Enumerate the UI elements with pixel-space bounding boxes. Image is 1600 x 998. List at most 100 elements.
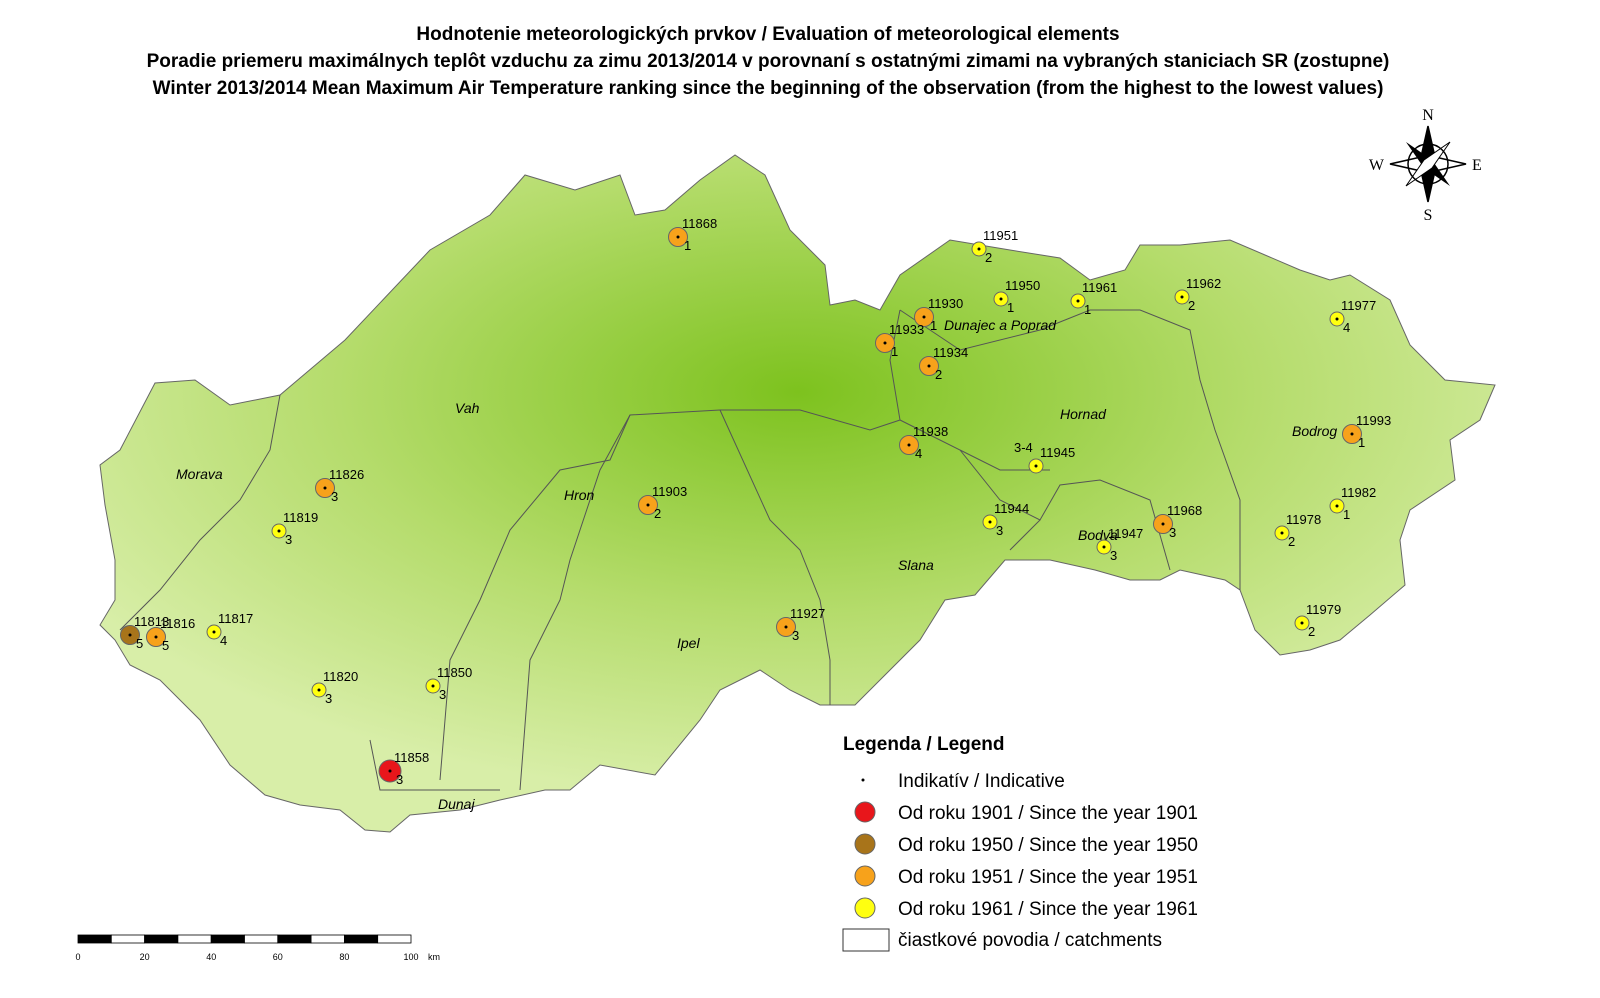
station-rank: 2	[1288, 534, 1295, 549]
indicative-dot	[323, 486, 327, 490]
scale-segment	[144, 934, 179, 944]
scale-segment	[343, 934, 379, 944]
scale-segment	[77, 934, 112, 944]
station-rank: 2	[1188, 298, 1195, 313]
indicative-dot	[212, 630, 216, 634]
indicative-dot	[784, 625, 788, 629]
legend-swatch	[854, 865, 876, 887]
station-id: 11968	[1167, 503, 1202, 518]
basin-label: Dunaj	[438, 796, 475, 812]
station-id: 11816	[160, 616, 195, 631]
basin-label: Hron	[564, 487, 595, 503]
station-id: 11947	[1108, 526, 1143, 541]
legend-dot	[861, 778, 865, 782]
legend-label: Od roku 1961 / Since the year 1961	[898, 899, 1198, 920]
scale-label: 100	[403, 952, 418, 962]
station-rank: 3	[439, 687, 446, 702]
legend-swatch	[854, 801, 876, 823]
scale-label: 0	[75, 952, 80, 962]
legend-catchment-swatch	[842, 928, 890, 952]
indicative-dot	[128, 633, 132, 637]
station-id: 11903	[652, 484, 687, 499]
country	[99, 154, 1496, 833]
station-rank: 2	[654, 506, 661, 521]
station-rank: 1	[930, 318, 937, 333]
station-rank: 3	[325, 691, 332, 706]
scale-segment	[277, 934, 312, 944]
station-rank: 3	[1169, 525, 1176, 540]
scale-segment	[110, 934, 146, 944]
basin-label: Bodva	[1078, 527, 1118, 543]
station-id: 11927	[790, 606, 825, 621]
station-id: 11826	[329, 467, 364, 482]
station-id: 11820	[323, 669, 358, 684]
basin-label: Morava	[176, 466, 223, 482]
station-id: 11993	[1356, 413, 1391, 428]
station-rank: 3	[1110, 548, 1117, 563]
legend-label: čiastkové povodia / catchments	[898, 930, 1162, 951]
legend-label: Od roku 1951 / Since the year 1951	[898, 867, 1198, 888]
station-rank: 4	[1343, 320, 1350, 335]
station-id: 11938	[913, 424, 948, 439]
indicative-dot	[907, 443, 911, 447]
basin-label: Vah	[455, 400, 480, 416]
station-id: 11979	[1306, 602, 1341, 617]
indicative-dot	[1350, 432, 1354, 436]
indicative-dot	[1180, 295, 1184, 299]
station-id: 11951	[983, 228, 1018, 243]
indicative-dot	[922, 315, 926, 319]
indicative-dot	[1034, 464, 1038, 468]
indicative-dot	[1161, 522, 1165, 526]
station-rank: 5	[162, 638, 169, 653]
scale-segment	[377, 934, 412, 944]
indicative-dot	[999, 297, 1003, 301]
station-id: 11817	[218, 611, 253, 626]
compass: N E S W	[1369, 107, 1482, 224]
station-rank: 1	[684, 238, 691, 253]
indicative-dot	[277, 529, 281, 533]
station-rank: 2	[985, 250, 992, 265]
scale-label: 80	[339, 952, 349, 962]
station-id: 11819	[283, 510, 318, 525]
station-id: 11945	[1040, 445, 1075, 460]
compass-letter: W	[1369, 157, 1385, 174]
station-rank: 1	[1343, 507, 1350, 522]
compass-ring	[1407, 143, 1449, 185]
scale-segment	[210, 934, 245, 944]
station-rank: 1	[1358, 435, 1365, 450]
indicative-dot	[1300, 621, 1304, 625]
scale-segment	[244, 934, 279, 944]
station-rank: 3	[331, 489, 338, 504]
compass-letter: E	[1472, 157, 1482, 174]
indicative-dot	[317, 688, 321, 692]
station-id: 11850	[437, 665, 472, 680]
indicative-dot	[883, 341, 887, 345]
legend-swatch	[854, 897, 876, 919]
station-rank: 3-4	[1014, 440, 1033, 455]
indicative-dot	[988, 520, 992, 524]
station-id: 11944	[994, 501, 1029, 516]
station-id: 11961	[1082, 280, 1117, 295]
legend-label: Od roku 1901 / Since the year 1901	[898, 803, 1198, 824]
basin-label: Dunajec a Poprad	[944, 317, 1057, 333]
station-rank: 1	[1007, 300, 1014, 315]
legend-label: Od roku 1950 / Since the year 1950	[898, 835, 1198, 856]
station-rank: 3	[285, 532, 292, 547]
basin-label: Ipel	[677, 635, 700, 651]
station-rank: 3	[792, 628, 799, 643]
station-id: 11978	[1286, 512, 1321, 527]
indicative-dot	[1335, 504, 1339, 508]
indicative-dot	[431, 684, 435, 688]
basin-label: Slana	[898, 557, 934, 573]
station-rank: 4	[220, 633, 227, 648]
compass-letter: S	[1424, 207, 1433, 224]
station-rank: 3	[996, 523, 1003, 538]
indicative-dot	[388, 769, 392, 773]
basin-label: Hornad	[1060, 406, 1107, 422]
indicative-dot	[1102, 545, 1106, 549]
indicative-dot	[154, 635, 158, 639]
station-id: 11858	[394, 750, 429, 765]
legend-swatch	[854, 833, 876, 855]
